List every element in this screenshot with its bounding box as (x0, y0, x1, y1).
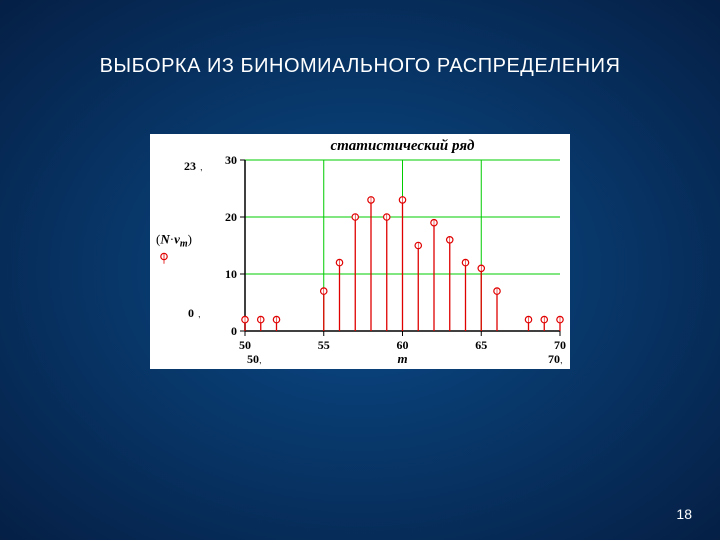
outer-xmin-dot: , (259, 355, 262, 365)
left-anno-max: 23 (184, 159, 196, 173)
y-tick-label: 10 (225, 267, 237, 281)
page-number: 18 (676, 506, 692, 522)
left-anno-max-dot: , (200, 162, 203, 172)
legend-label: (N·vm) (156, 232, 192, 250)
x-tick-label: 55 (318, 338, 330, 352)
x-tick-label: 50 (239, 338, 251, 352)
chart-container: 50 55 60 65 70 0 10 20 30 статистический ряд m 23, (… (150, 134, 570, 369)
y-tick-label: 20 (225, 210, 237, 224)
chart-title: статистический ряд (330, 138, 475, 154)
left-anno-min: 0 (188, 306, 194, 320)
outer-xmax: 70 (548, 352, 560, 366)
x-tick-label: 70 (554, 338, 566, 352)
x-tick-label: 60 (397, 338, 409, 352)
left-anno-min-dot: , (198, 309, 201, 319)
y-tick-label: 30 (225, 153, 237, 167)
slide-title: ВЫБОРКА ИЗ БИНОМИАЛЬНОГО РАСПРЕДЕЛЕНИЯ (0, 55, 720, 78)
outer-xmax-dot: , (560, 355, 563, 365)
y-tick-label: 0 (231, 324, 237, 338)
x-axis-label: m (397, 351, 407, 366)
slide: ВЫБОРКА ИЗ БИНОМИАЛЬНОГО РАСПРЕДЕЛЕНИЯ 5… (0, 0, 720, 540)
outer-xmin: 50 (247, 352, 259, 366)
stem-chart: 50 55 60 65 70 0 10 20 30 статистический ряд m 23, (… (150, 134, 570, 369)
x-tick-label: 65 (475, 338, 487, 352)
